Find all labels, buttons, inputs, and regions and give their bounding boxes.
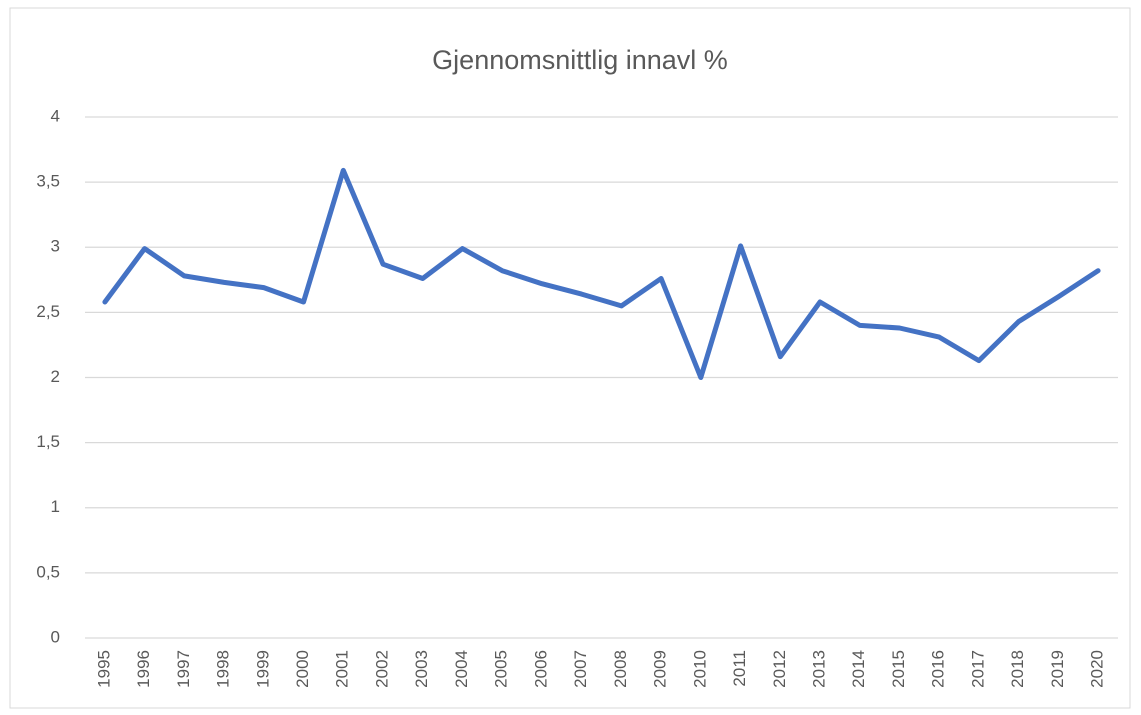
x-tick-label: 1995 bbox=[94, 650, 113, 688]
y-tick-label: 2,5 bbox=[36, 302, 60, 321]
chart-title: Gjennomsnittlig innavl % bbox=[432, 45, 728, 75]
x-tick-label: 2015 bbox=[889, 650, 908, 688]
x-tick-label: 2004 bbox=[452, 650, 471, 688]
x-tick-label: 2014 bbox=[849, 650, 868, 688]
x-tick-label: 2012 bbox=[770, 650, 789, 688]
x-tick-label: 2018 bbox=[1008, 650, 1027, 688]
data-line bbox=[102, 167, 1101, 380]
y-tick-label: 0 bbox=[51, 627, 60, 646]
x-tick-label: 2011 bbox=[730, 650, 749, 687]
x-tick-label: 1996 bbox=[134, 650, 153, 688]
x-tick-label: 1997 bbox=[174, 650, 193, 688]
x-tick-label: 2006 bbox=[531, 650, 550, 688]
x-tick-label: 2003 bbox=[412, 650, 431, 688]
x-tick-label: 2008 bbox=[611, 650, 630, 688]
y-tick-label: 1 bbox=[51, 497, 60, 516]
x-tick-label: 2017 bbox=[968, 650, 987, 688]
x-tick-label: 2019 bbox=[1048, 650, 1067, 688]
x-tick-label: 2000 bbox=[293, 650, 312, 688]
y-tick-label: 3,5 bbox=[36, 172, 60, 191]
chart-border bbox=[9, 7, 1131, 709]
y-tick-label: 4 bbox=[51, 106, 60, 125]
x-tick-label: 2013 bbox=[810, 650, 829, 688]
y-tick-label: 2 bbox=[51, 367, 60, 386]
y-tick-label: 0,5 bbox=[36, 562, 60, 581]
x-tick-label: 2001 bbox=[333, 650, 352, 688]
x-tick-label: 2002 bbox=[372, 650, 391, 688]
y-tick-label: 3 bbox=[51, 237, 60, 256]
x-tick-label: 2009 bbox=[651, 650, 670, 688]
x-tick-label: 1998 bbox=[214, 650, 233, 688]
x-tick-label: 2020 bbox=[1088, 650, 1107, 688]
x-tick-label: 2005 bbox=[492, 650, 511, 688]
x-tick-label: 1999 bbox=[253, 650, 272, 688]
x-tick-label: 2007 bbox=[571, 650, 590, 688]
y-tick-label: 1,5 bbox=[36, 432, 60, 451]
x-tick-label: 2010 bbox=[690, 650, 709, 688]
x-tick-label: 2016 bbox=[929, 650, 948, 688]
